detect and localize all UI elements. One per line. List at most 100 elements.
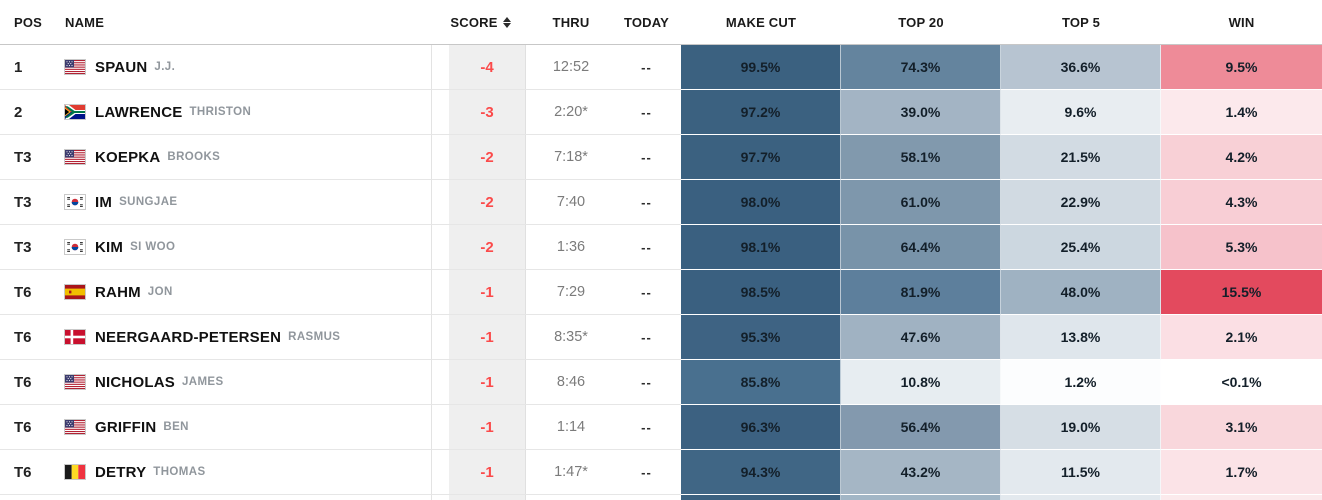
top5-prob-cell: 48.0% [1001, 270, 1161, 315]
top20-prob-cell: 64.4% [841, 225, 1001, 270]
score-value: -1 [449, 270, 526, 314]
player-row[interactable]: NEERGAARD-PETERSEN RASMUS [64, 315, 431, 360]
player-last-name: LAWRENCE [95, 103, 183, 121]
player-row[interactable]: NICHOLAS JAMES [64, 360, 431, 405]
make-cut-prob-cell: 99.5% [681, 45, 841, 90]
win-prob-cell: 2.1% [1161, 315, 1322, 360]
score-cell: -2 [431, 180, 530, 225]
player-last-name: IM [95, 193, 113, 211]
thru-cell: 12:52 [530, 45, 612, 90]
thru-cell [530, 495, 612, 500]
score-cell: -1 [431, 360, 530, 405]
thru-cell: 1:47* [530, 450, 612, 495]
top5-prob-cell: 13.8% [1001, 315, 1161, 360]
player-last-name: KOEPKA [95, 148, 161, 166]
player-first-name: BROOKS [167, 151, 221, 163]
score-value: -4 [449, 45, 526, 89]
today-cell: -- [612, 360, 681, 405]
win-prob-cell: 5.3% [1161, 225, 1322, 270]
thru-cell: 2:20* [530, 90, 612, 135]
win-prob-cell: <0.1% [1161, 360, 1322, 405]
player-row[interactable]: GRIFFIN BEN [64, 405, 431, 450]
score-value: -1 [449, 450, 526, 494]
score-value: -1 [449, 405, 526, 449]
player-row[interactable]: DETRY THOMAS [64, 450, 431, 495]
col-header-top5[interactable]: TOP 5 [1001, 0, 1161, 45]
make-cut-prob-cell [681, 495, 841, 500]
col-header-make-cut[interactable]: MAKE CUT [681, 0, 841, 45]
player-first-name: JAMES [181, 376, 224, 388]
player-first-name: RASMUS [288, 331, 341, 343]
top20-prob-cell: 56.4% [841, 405, 1001, 450]
player-last-name: DETRY [95, 463, 147, 481]
col-header-score-label: SCORE [450, 14, 498, 30]
score-cell: -1 [431, 270, 530, 315]
col-header-score[interactable]: SCORE [431, 0, 530, 45]
player-first-name: SUNGJAE [119, 196, 178, 208]
col-header-thru[interactable]: THRU [530, 0, 612, 45]
flag-south-korea-icon [64, 194, 95, 210]
flag-spain-icon [64, 284, 95, 300]
player-first-name: J.J. [154, 61, 176, 73]
position-cell: 1 [0, 45, 65, 90]
make-cut-prob-cell: 97.2% [681, 90, 841, 135]
score-cell: -2 [431, 135, 530, 180]
player-row[interactable]: IM SUNGJAE [64, 180, 431, 225]
col-header-today[interactable]: TODAY [612, 0, 681, 45]
score-cell: -2 [431, 225, 530, 270]
today-cell: -- [612, 90, 681, 135]
position-cell: T3 [0, 180, 65, 225]
today-cell: -- [612, 45, 681, 90]
win-prob-cell: 4.2% [1161, 135, 1322, 180]
thru-cell: 7:29 [530, 270, 612, 315]
today-cell: -- [612, 315, 681, 360]
position-cell: T3 [0, 135, 65, 180]
player-row[interactable]: LAWRENCE THRISTON [64, 90, 431, 135]
position-cell: T6 [0, 360, 65, 405]
top20-prob-cell: 10.8% [841, 360, 1001, 405]
flag-belgium-icon [64, 464, 95, 480]
today-cell: -- [612, 180, 681, 225]
make-cut-prob-cell: 95.3% [681, 315, 841, 360]
make-cut-prob-cell: 97.7% [681, 135, 841, 180]
flag-south-africa-icon [64, 104, 95, 120]
flag-usa-icon [64, 149, 95, 165]
top5-prob-cell: 22.9% [1001, 180, 1161, 225]
col-header-win[interactable]: WIN [1161, 0, 1322, 45]
player-row[interactable]: RAHM JON [64, 270, 431, 315]
today-cell: -- [612, 270, 681, 315]
win-prob-cell: 15.5% [1161, 270, 1322, 315]
player-first-name: BEN [163, 421, 189, 433]
win-prob-cell: 4.3% [1161, 180, 1322, 225]
col-header-top20[interactable]: TOP 20 [841, 0, 1001, 45]
thru-cell: 8:35* [530, 315, 612, 360]
top5-prob-cell: 21.5% [1001, 135, 1161, 180]
top5-prob-cell [1001, 495, 1161, 500]
thru-cell: 7:18* [530, 135, 612, 180]
col-header-pos[interactable]: POS [0, 0, 65, 45]
player-row[interactable]: SPAUN J.J. [64, 45, 431, 90]
position-cell [0, 495, 65, 500]
col-header-name[interactable]: NAME [65, 0, 431, 45]
score-value: -2 [449, 135, 526, 179]
top20-prob-cell: 74.3% [841, 45, 1001, 90]
top20-prob-cell: 47.6% [841, 315, 1001, 360]
today-cell: -- [612, 225, 681, 270]
today-cell: -- [612, 135, 681, 180]
top5-prob-cell: 1.2% [1001, 360, 1161, 405]
position-cell: T6 [0, 450, 65, 495]
score-cell: -4 [431, 45, 530, 90]
top20-prob-cell: 39.0% [841, 90, 1001, 135]
today-cell: -- [612, 405, 681, 450]
top5-prob-cell: 9.6% [1001, 90, 1161, 135]
player-row[interactable]: KIM SI WOO [64, 225, 431, 270]
score-cell: -1 [431, 405, 530, 450]
make-cut-prob-cell: 98.0% [681, 180, 841, 225]
player-row[interactable]: KOEPKA BROOKS [64, 135, 431, 180]
player-row-partial[interactable] [65, 495, 431, 500]
position-cell: T6 [0, 315, 65, 360]
score-value [449, 495, 526, 500]
player-last-name: RAHM [95, 283, 141, 301]
score-value: -2 [449, 180, 526, 224]
